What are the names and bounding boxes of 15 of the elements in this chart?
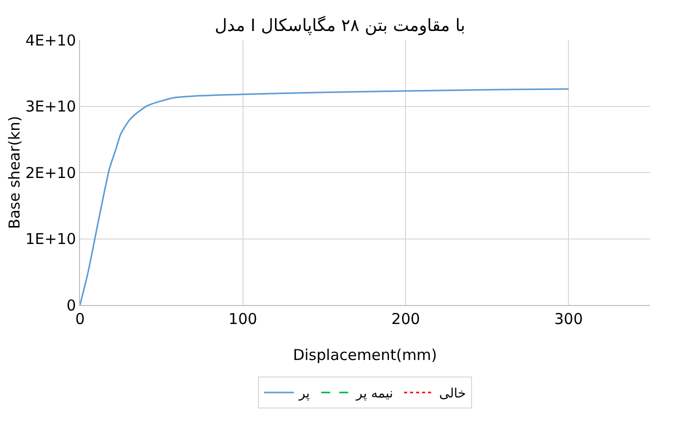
legend-label: پر bbox=[298, 386, 310, 402]
y-tick-label: 4E+10 bbox=[25, 31, 76, 50]
chart-title: مدل I با مقاومت بتن ۲۸ مگاپاسکال bbox=[214, 14, 466, 36]
x-tick-label: 200 bbox=[391, 310, 420, 328]
y-tick-label: 0 bbox=[66, 296, 76, 314]
legend-label: نیمه پر bbox=[355, 386, 394, 402]
x-tick-label: 100 bbox=[228, 310, 258, 328]
y-tick-label: 2E+10 bbox=[25, 164, 76, 182]
x-axis-title: Displacement(mm) bbox=[292, 346, 438, 364]
y-tick-label: 3E+10 bbox=[25, 98, 76, 116]
x-tick-label: 300 bbox=[554, 310, 583, 328]
legend-label: خالی bbox=[439, 386, 466, 402]
line-series bbox=[80, 88, 570, 305]
y-axis-title: Base shear(kn) bbox=[5, 116, 24, 230]
y-tick-label: 1E+10 bbox=[25, 230, 76, 248]
